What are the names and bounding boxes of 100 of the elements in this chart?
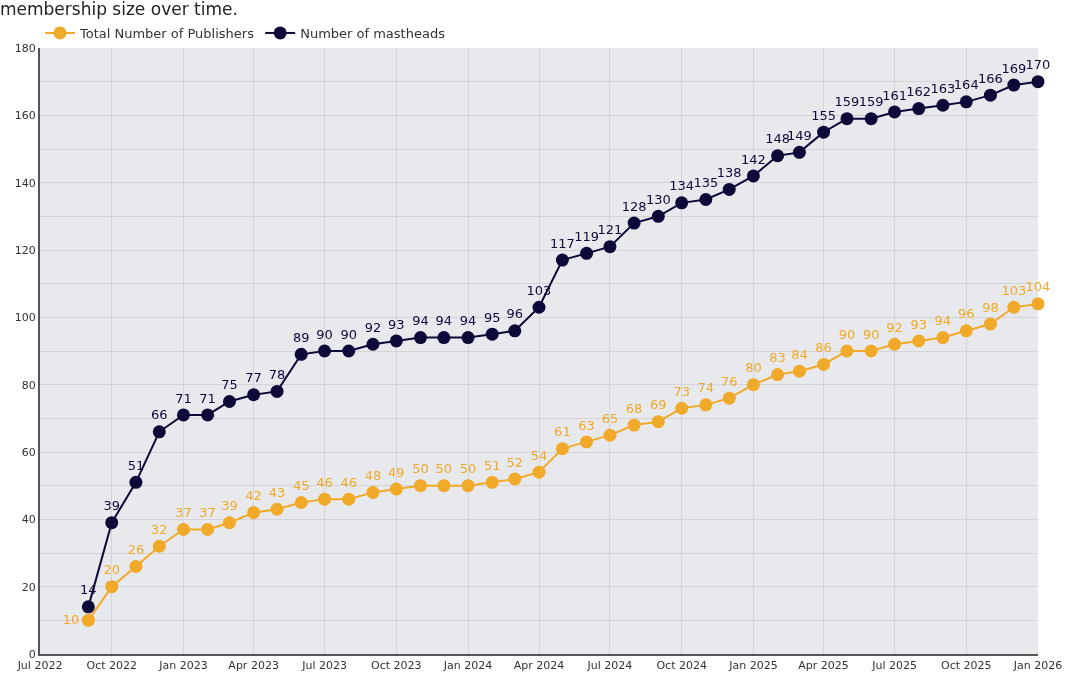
data-label: 37	[175, 505, 192, 521]
data-label: 37	[199, 505, 216, 521]
data-label: 98	[982, 299, 999, 315]
point	[959, 95, 973, 109]
point	[983, 317, 997, 331]
point	[675, 196, 689, 210]
x-tick-label: Apr 2025	[798, 659, 849, 673]
data-label: 93	[910, 316, 927, 332]
point	[675, 401, 689, 415]
point	[342, 344, 356, 358]
x-tick-label: Jul 2024	[586, 659, 633, 673]
point	[771, 149, 785, 163]
x-tick-label: Apr 2024	[513, 659, 565, 673]
y-tick-label: 100	[14, 311, 36, 325]
data-label: 96	[506, 306, 524, 322]
data-label: 45	[292, 478, 310, 494]
data-label: 39	[103, 498, 120, 514]
data-label: 90	[838, 326, 856, 342]
data-label: 68	[625, 400, 643, 416]
point	[105, 516, 119, 530]
point	[129, 475, 143, 489]
data-label: 92	[886, 319, 903, 335]
x-tick-label: Jan 2024	[442, 659, 493, 673]
point	[746, 169, 760, 183]
point	[1007, 78, 1021, 92]
data-label: 117	[549, 235, 575, 251]
point	[792, 364, 806, 378]
data-label: 134	[669, 178, 695, 194]
point	[936, 331, 950, 345]
data-label: 128	[621, 198, 647, 214]
data-label: 39	[221, 498, 238, 514]
point	[270, 384, 284, 398]
point	[722, 182, 736, 196]
point	[580, 246, 594, 260]
point	[508, 324, 522, 338]
point	[864, 112, 878, 126]
point	[318, 344, 332, 358]
data-label: 51	[127, 457, 145, 473]
point	[603, 428, 617, 442]
point	[651, 209, 665, 223]
data-label: 26	[127, 542, 145, 558]
data-label: 159	[834, 94, 860, 110]
data-label: 90	[862, 326, 880, 342]
data-label: 46	[340, 474, 358, 490]
chart-title: membership size over time.	[0, 0, 238, 20]
point	[461, 331, 475, 345]
data-label: 46	[316, 474, 333, 490]
x-tick-label: Jan 2023	[158, 659, 208, 673]
x-tick-label: Oct 2022	[86, 659, 137, 673]
data-label: 50	[412, 461, 429, 477]
point	[627, 216, 641, 230]
point	[201, 408, 215, 422]
y-tick-label: 180	[14, 41, 36, 55]
x-tick-label: Oct 2024	[656, 659, 707, 673]
data-label: 94	[412, 313, 429, 329]
y-tick-label: 160	[14, 109, 36, 123]
data-label: 43	[268, 484, 286, 500]
point	[437, 479, 451, 493]
data-label: 155	[811, 107, 836, 123]
point	[342, 492, 356, 506]
point	[247, 506, 261, 520]
data-label: 96	[958, 306, 975, 322]
data-label: 32	[151, 521, 168, 537]
point	[318, 492, 332, 506]
data-label: 42	[245, 488, 262, 504]
data-label: 48	[364, 468, 382, 484]
point	[627, 418, 641, 432]
point	[152, 539, 166, 553]
point	[201, 522, 215, 536]
point	[912, 102, 926, 116]
data-label: 119	[574, 228, 599, 244]
data-label: 170	[1025, 57, 1051, 73]
point	[294, 347, 308, 361]
data-label: 103	[1001, 282, 1027, 298]
point	[888, 105, 902, 119]
y-tick-label: 80	[21, 378, 36, 392]
point	[222, 395, 236, 408]
point	[651, 415, 665, 429]
data-label: 50	[459, 461, 477, 477]
data-label: 71	[175, 390, 192, 406]
point	[888, 337, 902, 351]
point	[746, 378, 760, 392]
point	[580, 435, 594, 449]
point	[699, 193, 713, 206]
point	[176, 522, 190, 536]
point	[722, 391, 736, 405]
data-label: 71	[199, 390, 216, 406]
x-tick-label: Oct 2025	[941, 659, 992, 673]
data-label: 90	[316, 326, 333, 342]
point	[983, 88, 997, 102]
point	[912, 334, 926, 348]
data-label: 74	[697, 380, 715, 396]
data-label: 94	[934, 313, 952, 329]
point	[532, 465, 546, 479]
point	[414, 331, 427, 345]
y-tick-label: 40	[21, 513, 36, 527]
y-tick-label: 0	[28, 647, 36, 661]
point	[414, 479, 427, 493]
point	[152, 425, 166, 439]
data-label: 51	[483, 457, 501, 473]
